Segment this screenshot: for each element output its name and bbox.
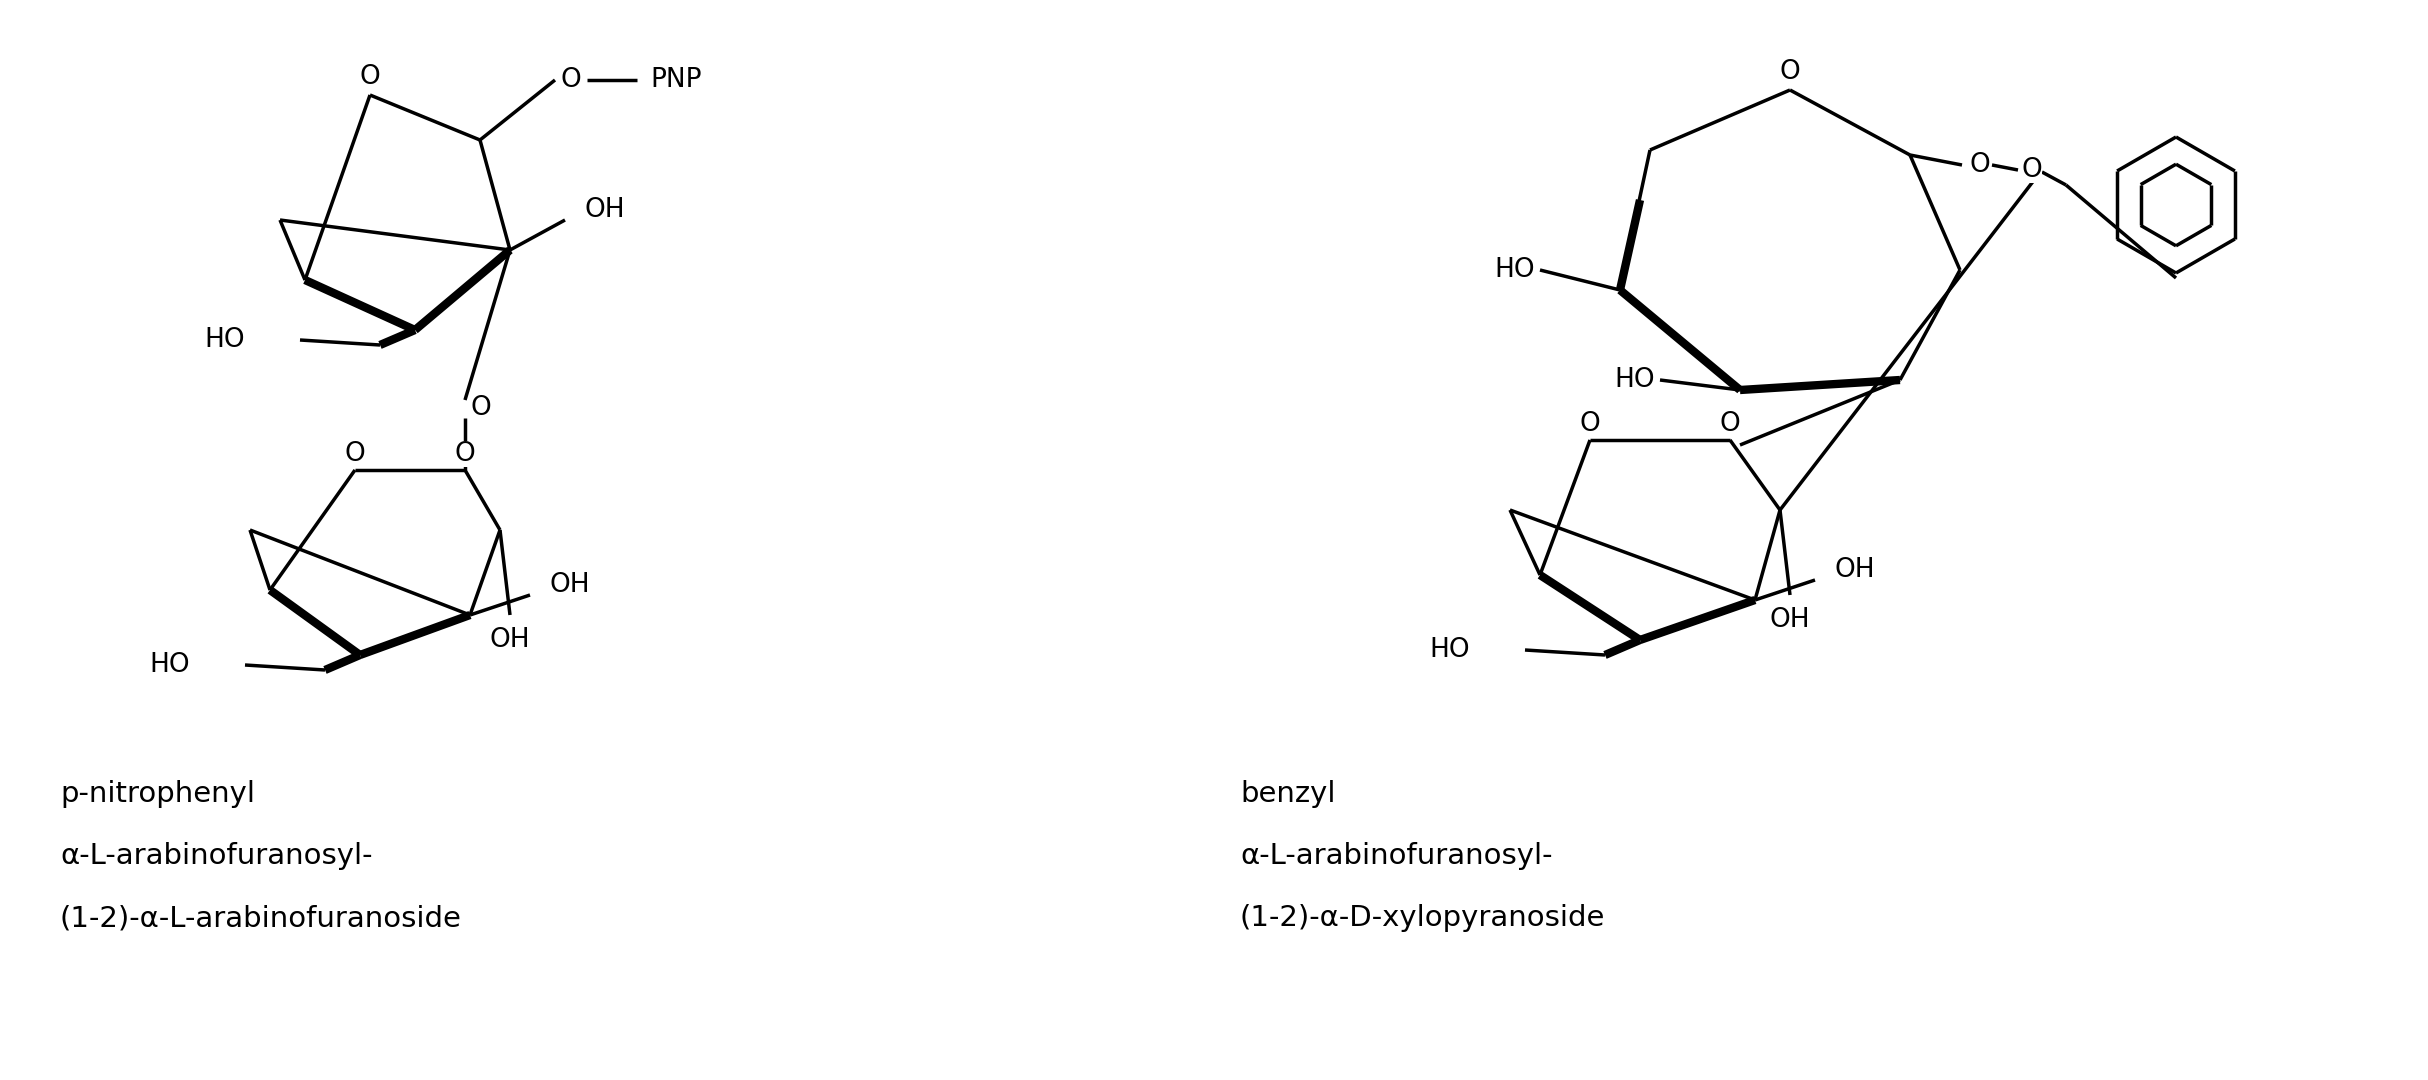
Text: O: O xyxy=(471,395,490,421)
Text: OH: OH xyxy=(551,572,590,598)
Text: OH: OH xyxy=(1836,557,1874,583)
Text: (1-2)-α-D-xylopyranoside: (1-2)-α-D-xylopyranoside xyxy=(1241,904,1605,932)
Text: HO: HO xyxy=(1615,367,1656,393)
Text: O: O xyxy=(1719,411,1741,437)
Text: O: O xyxy=(1780,59,1802,85)
Text: p-nitrophenyl: p-nitrophenyl xyxy=(61,780,255,808)
Text: α-L-arabinofuranosyl-: α-L-arabinofuranosyl- xyxy=(1241,842,1551,870)
Text: O: O xyxy=(561,67,580,93)
Text: HO: HO xyxy=(1493,257,1534,283)
Text: OH: OH xyxy=(490,627,529,653)
Text: α-L-arabinofuranosyl-: α-L-arabinofuranosyl- xyxy=(61,842,371,870)
Text: O: O xyxy=(454,441,476,467)
Text: benzyl: benzyl xyxy=(1241,780,1335,808)
Text: HO: HO xyxy=(151,652,189,678)
Text: HO: HO xyxy=(204,327,245,353)
Text: O: O xyxy=(1581,411,1600,437)
Text: HO: HO xyxy=(1430,637,1469,663)
Text: O: O xyxy=(345,441,364,467)
Text: O: O xyxy=(1969,152,1991,178)
Text: OH: OH xyxy=(585,197,626,222)
Text: OH: OH xyxy=(1770,607,1811,633)
Text: (1-2)-α-L-arabinofuranoside: (1-2)-α-L-arabinofuranoside xyxy=(61,904,461,932)
Text: O: O xyxy=(359,64,381,90)
Text: PNP: PNP xyxy=(651,67,702,93)
Text: O: O xyxy=(2023,157,2042,183)
